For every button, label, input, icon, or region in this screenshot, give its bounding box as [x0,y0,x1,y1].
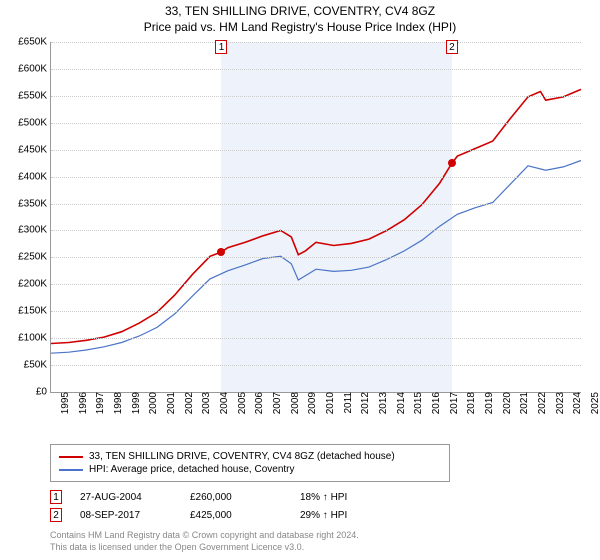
x-axis-label: 2018 [462,392,477,414]
y-axis-label: £600K [18,63,51,74]
chart-plot-area: £0£50K£100K£150K£200K£250K£300K£350K£400… [50,42,581,393]
gridline [51,177,581,178]
x-axis-label: 1997 [91,392,106,414]
sale-date: 27-AUG-2004 [80,492,190,503]
x-axis-label: 2008 [286,392,301,414]
sale-dot-1 [217,248,225,256]
sale-row: 1 27-AUG-2004£260,00018% ↑ HPI [50,490,550,504]
chart-title: 33, TEN SHILLING DRIVE, COVENTRY, CV4 8G… [0,4,600,18]
x-axis-label: 2014 [392,392,407,414]
y-axis-label: £50K [24,360,51,371]
legend-label: HPI: Average price, detached house, Cove… [89,464,295,475]
legend-row: HPI: Average price, detached house, Cove… [59,464,441,475]
gridline [51,284,581,285]
x-axis-label: 2013 [374,392,389,414]
gridline [51,311,581,312]
x-axis-label: 2012 [356,392,371,414]
gridline [51,150,581,151]
x-axis-label: 2021 [515,392,530,414]
gridline [51,96,581,97]
sale-row-marker: 2 [50,508,62,522]
x-axis-label: 2019 [480,392,495,414]
footer-line-1: Contains HM Land Registry data © Crown c… [50,530,580,542]
sale-marker-2: 2 [446,40,458,54]
x-axis-label: 2006 [250,392,265,414]
legend-label: 33, TEN SHILLING DRIVE, COVENTRY, CV4 8G… [89,451,395,462]
footer-line-2: This data is licensed under the Open Gov… [50,542,580,554]
y-axis-label: £250K [18,252,51,263]
gridline [51,42,581,43]
y-axis-label: £200K [18,279,51,290]
x-axis-label: 2001 [162,392,177,414]
sale-date: 08-SEP-2017 [80,510,190,521]
sale-row-marker: 1 [50,490,62,504]
y-axis-label: £400K [18,171,51,182]
x-axis-label: 2010 [321,392,336,414]
x-axis-label: 2020 [498,392,513,414]
footer: Contains HM Land Registry data © Crown c… [50,530,580,553]
gridline [51,123,581,124]
y-axis-label: £500K [18,117,51,128]
gridline [51,69,581,70]
x-axis-label: 1996 [74,392,89,414]
y-axis-label: £650K [18,37,51,48]
legend: 33, TEN SHILLING DRIVE, COVENTRY, CV4 8G… [50,444,450,482]
sale-marker-1: 1 [215,40,227,54]
x-axis-label: 2024 [568,392,583,414]
x-axis-label: 2009 [303,392,318,414]
x-axis-label: 1999 [127,392,142,414]
y-axis-label: £450K [18,144,51,155]
x-axis-label: 2016 [427,392,442,414]
y-axis-label: £100K [18,333,51,344]
sale-price: £425,000 [190,510,300,521]
y-axis-label: £0 [36,387,51,398]
y-axis-label: £300K [18,225,51,236]
sale-price: £260,000 [190,492,300,503]
x-axis-label: 2002 [180,392,195,414]
sale-dot-2 [448,159,456,167]
gridline [51,204,581,205]
x-axis-label: 2003 [197,392,212,414]
y-axis-label: £350K [18,198,51,209]
x-axis-label: 2023 [551,392,566,414]
gridline [51,257,581,258]
x-axis-label: 2011 [339,392,354,414]
y-axis-label: £150K [18,306,51,317]
x-axis-label: 2000 [144,392,159,414]
gridline [51,230,581,231]
sale-delta: 18% ↑ HPI [300,492,410,503]
x-axis-label: 2007 [268,392,283,414]
legend-row: 33, TEN SHILLING DRIVE, COVENTRY, CV4 8G… [59,451,441,462]
y-axis-label: £550K [18,90,51,101]
x-axis-label: 2025 [586,392,600,414]
gridline [51,338,581,339]
x-axis-label: 2004 [215,392,230,414]
chart-lines-svg [51,42,581,392]
x-axis-label: 2017 [445,392,460,414]
legend-swatch [59,456,83,458]
x-axis-label: 1995 [56,392,71,414]
chart-container: 33, TEN SHILLING DRIVE, COVENTRY, CV4 8G… [0,0,600,560]
x-axis-label: 2005 [233,392,248,414]
series-price_paid [51,89,581,343]
sale-delta: 29% ↑ HPI [300,510,410,521]
x-axis-label: 2022 [533,392,548,414]
legend-swatch [59,469,83,471]
chart-titles: 33, TEN SHILLING DRIVE, COVENTRY, CV4 8G… [0,0,600,34]
chart-subtitle: Price paid vs. HM Land Registry's House … [0,20,600,34]
gridline [51,365,581,366]
sales-table: 1 27-AUG-2004£260,00018% ↑ HPI 2 08-SEP-201… [50,486,550,526]
x-axis-label: 2015 [409,392,424,414]
sale-row: 2 08-SEP-2017£425,00029% ↑ HPI [50,508,550,522]
x-axis-label: 1998 [109,392,124,414]
